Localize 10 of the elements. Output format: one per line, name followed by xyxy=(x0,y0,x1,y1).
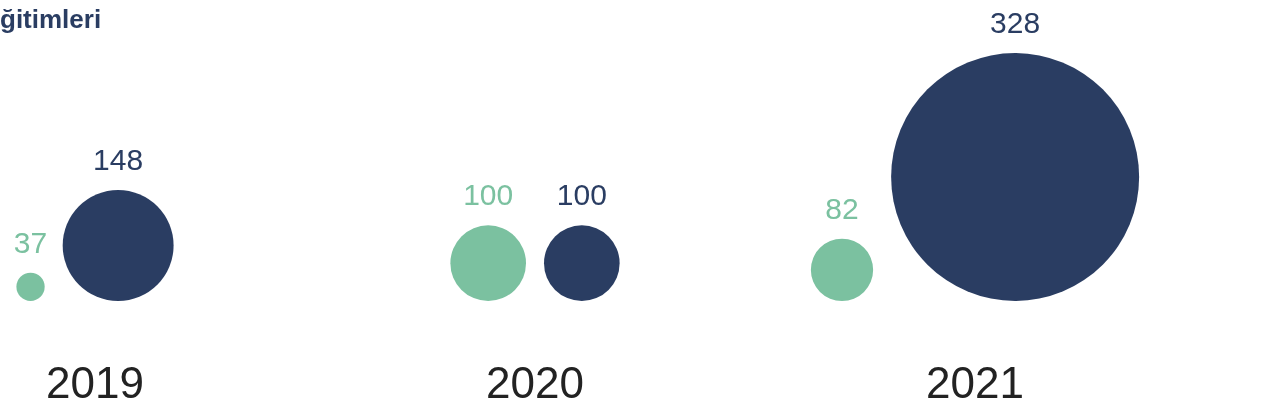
data-label: 100 xyxy=(556,178,607,212)
chart-title: ğitimleri xyxy=(0,4,102,34)
data-label: 328 xyxy=(990,6,1041,39)
data-label: 82 xyxy=(825,191,859,225)
data-label: 148 xyxy=(93,143,144,177)
x-tick-label: 2021 xyxy=(926,358,1024,407)
data-label: 100 xyxy=(463,178,514,212)
data-label: 37 xyxy=(13,225,48,259)
x-tick-label: 2019 xyxy=(46,358,144,407)
x-tick-label: 2020 xyxy=(486,358,584,407)
